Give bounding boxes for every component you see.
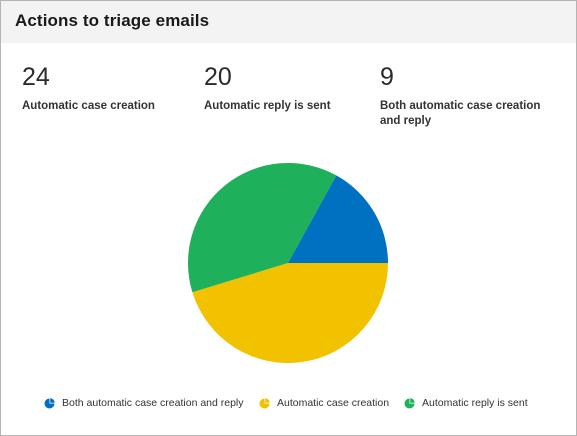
pie-slice-2[interactable] xyxy=(192,263,388,364)
metric-label: Automatic reply is sent xyxy=(204,100,331,112)
metric-value: 9 xyxy=(380,63,394,91)
pie-icon xyxy=(404,397,415,409)
metric-label: Automatic case creation xyxy=(22,100,155,112)
legend-label: Both automatic case creation and reply xyxy=(62,397,244,409)
legend-label: Automatic case creation xyxy=(277,397,390,409)
metric-both-case-and-reply: 9 Both automatic case creation and reply xyxy=(380,63,550,129)
legend-label: Automatic reply is sent xyxy=(422,397,528,409)
card-title: Actions to triage emails xyxy=(15,11,210,30)
metric-value: 20 xyxy=(204,63,232,91)
pie-slice-3[interactable] xyxy=(187,163,337,293)
pie-icon xyxy=(44,397,55,409)
metric-label: Both automatic case creation and reply xyxy=(380,100,541,127)
pie-icon xyxy=(259,397,270,409)
metric-automatic-reply-sent: 20 Automatic reply is sent xyxy=(204,63,354,114)
legend-item-case-creation[interactable]: Automatic case creation xyxy=(259,396,389,410)
metric-value: 24 xyxy=(22,63,50,91)
metric-automatic-case-creation: 24 Automatic case creation xyxy=(22,63,172,114)
legend-item-both[interactable]: Both automatic case creation and reply xyxy=(44,396,244,410)
card-header: Actions to triage emails xyxy=(1,1,576,43)
pie-slice-1[interactable] xyxy=(288,175,388,263)
legend-item-reply-sent[interactable]: Automatic reply is sent xyxy=(404,396,528,410)
